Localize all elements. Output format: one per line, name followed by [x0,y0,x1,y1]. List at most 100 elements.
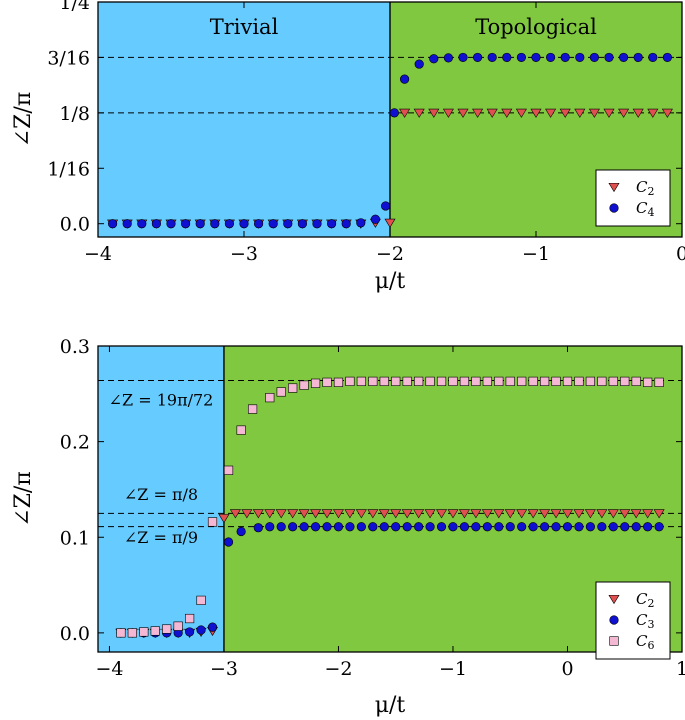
point-C4-37 [633,52,643,63]
point-C2-44 [619,509,631,519]
point-C3-37 [551,522,561,532]
point-C4-36 [618,52,629,63]
bottom-panel: ∠Z = 19π/72 ∠Z = π/8 ∠Z = π/9 −4 −3 −2 −1 0 1 0.0… [11,336,685,718]
point-C2-28 [435,509,448,519]
point-C2-28 [515,108,527,118]
x-tick-label: −4 [84,243,112,265]
legend-label-base: C [636,199,648,217]
point-C2-43 [607,509,619,519]
x-tick-label: −4 [95,658,123,680]
point-C3-17 [322,522,332,532]
legend-label-C3: C3 [636,611,654,631]
legend-label-C6: C6 [636,632,654,652]
legend-box [595,169,671,227]
point-C3-14 [288,522,298,532]
point-C6-13 [276,387,286,397]
series-C6 [116,376,664,638]
point-C2-20 [399,108,411,118]
legend-marker-C6 [609,636,619,646]
point-C4-13 [297,219,308,229]
point-C3-33 [505,522,515,532]
point-C2-27 [501,108,513,118]
x-tick-label: 0 [676,243,685,265]
point-C2-37 [647,108,659,118]
point-C6-40 [585,376,595,386]
point-C2-21 [355,509,367,519]
point-C4-12 [283,219,293,229]
point-C4-14 [312,219,322,229]
legend-label-base: C [636,590,648,608]
point-C2-47 [653,509,665,519]
legend-label-C2: C2 [636,590,654,610]
point-C2-21 [413,108,425,118]
point-C2-13 [264,509,276,519]
point-C2-17 [310,509,322,519]
point-C4-20 [389,108,399,118]
point-C2-9 [218,514,230,524]
legend-label-base: C [636,632,648,650]
point-C3-35 [528,522,538,532]
point-C2-16 [298,509,310,519]
y-tick-label: 1/4 [59,0,90,14]
point-C6-17 [322,377,332,387]
point-C2-19 [384,218,396,228]
point-C3-43 [620,522,630,532]
y-tick-label: 1/8 [59,103,90,125]
legend-marker-C2 [608,182,620,193]
x-tick-label: −1 [522,243,550,265]
point-C2-22 [428,108,440,118]
point-C2-42 [596,509,608,519]
point-C2-32 [574,108,586,118]
point-C6-42 [608,376,618,386]
legend-box [595,581,671,660]
point-C6-6 [185,613,195,624]
point-C4-18 [370,214,381,224]
point-C2-30 [545,108,557,118]
point-C2-39 [561,509,574,519]
point-C2-36 [632,108,644,118]
point-C4-4 [166,219,176,229]
point-C4-28 [502,52,512,63]
point-C3-32 [494,522,504,532]
legend-label-subscript: 2 [647,597,654,610]
legend-label-subscript: 2 [647,185,654,198]
point-C6-30 [471,376,481,386]
point-C6-8 [207,517,218,527]
point-C6-5 [173,621,183,631]
legend-label-base: C [636,611,648,629]
point-C3-12 [265,522,275,532]
point-C4-11 [268,219,278,229]
point-C4-1 [122,219,132,229]
annotation-1: ∠Z = π/8 [124,485,198,504]
point-C6-43 [620,376,630,386]
y-tick-label: 3/16 [47,47,90,69]
y-tick-label: 1/16 [47,158,90,180]
point-C2-26 [486,108,498,118]
point-C4-30 [531,52,541,63]
point-C4-5 [181,219,191,229]
point-C2-24 [457,108,469,118]
point-C6-29 [459,376,470,386]
point-C6-10 [236,425,246,435]
x-axis-label: μ/t [375,693,406,718]
legend-label-subscript: 4 [647,206,654,219]
point-C2-30 [458,509,470,519]
point-C4-38 [648,52,658,63]
point-C6-28 [448,376,458,386]
point-C6-23 [391,376,401,386]
point-C3-41 [597,522,607,532]
legend-label-subscript: 3 [647,618,654,631]
point-C2-23 [442,108,454,118]
legend-label-C2: C2 [636,178,654,198]
point-C3-38 [562,522,573,532]
point-C4-2 [137,219,147,229]
point-C4-8 [224,219,234,229]
point-C6-0 [116,628,126,638]
y-axis-label: ∠Z/π [11,92,36,148]
point-C3-9 [223,537,234,547]
y-tick-label: 0.3 [60,336,90,358]
region-label-0: Trivial [210,15,279,39]
point-C2-34 [603,108,615,118]
point-C4-21 [400,74,410,84]
